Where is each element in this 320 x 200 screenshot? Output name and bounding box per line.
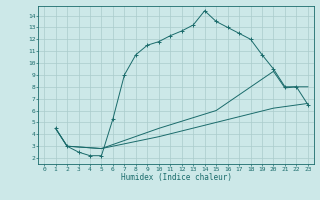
X-axis label: Humidex (Indice chaleur): Humidex (Indice chaleur) <box>121 173 231 182</box>
